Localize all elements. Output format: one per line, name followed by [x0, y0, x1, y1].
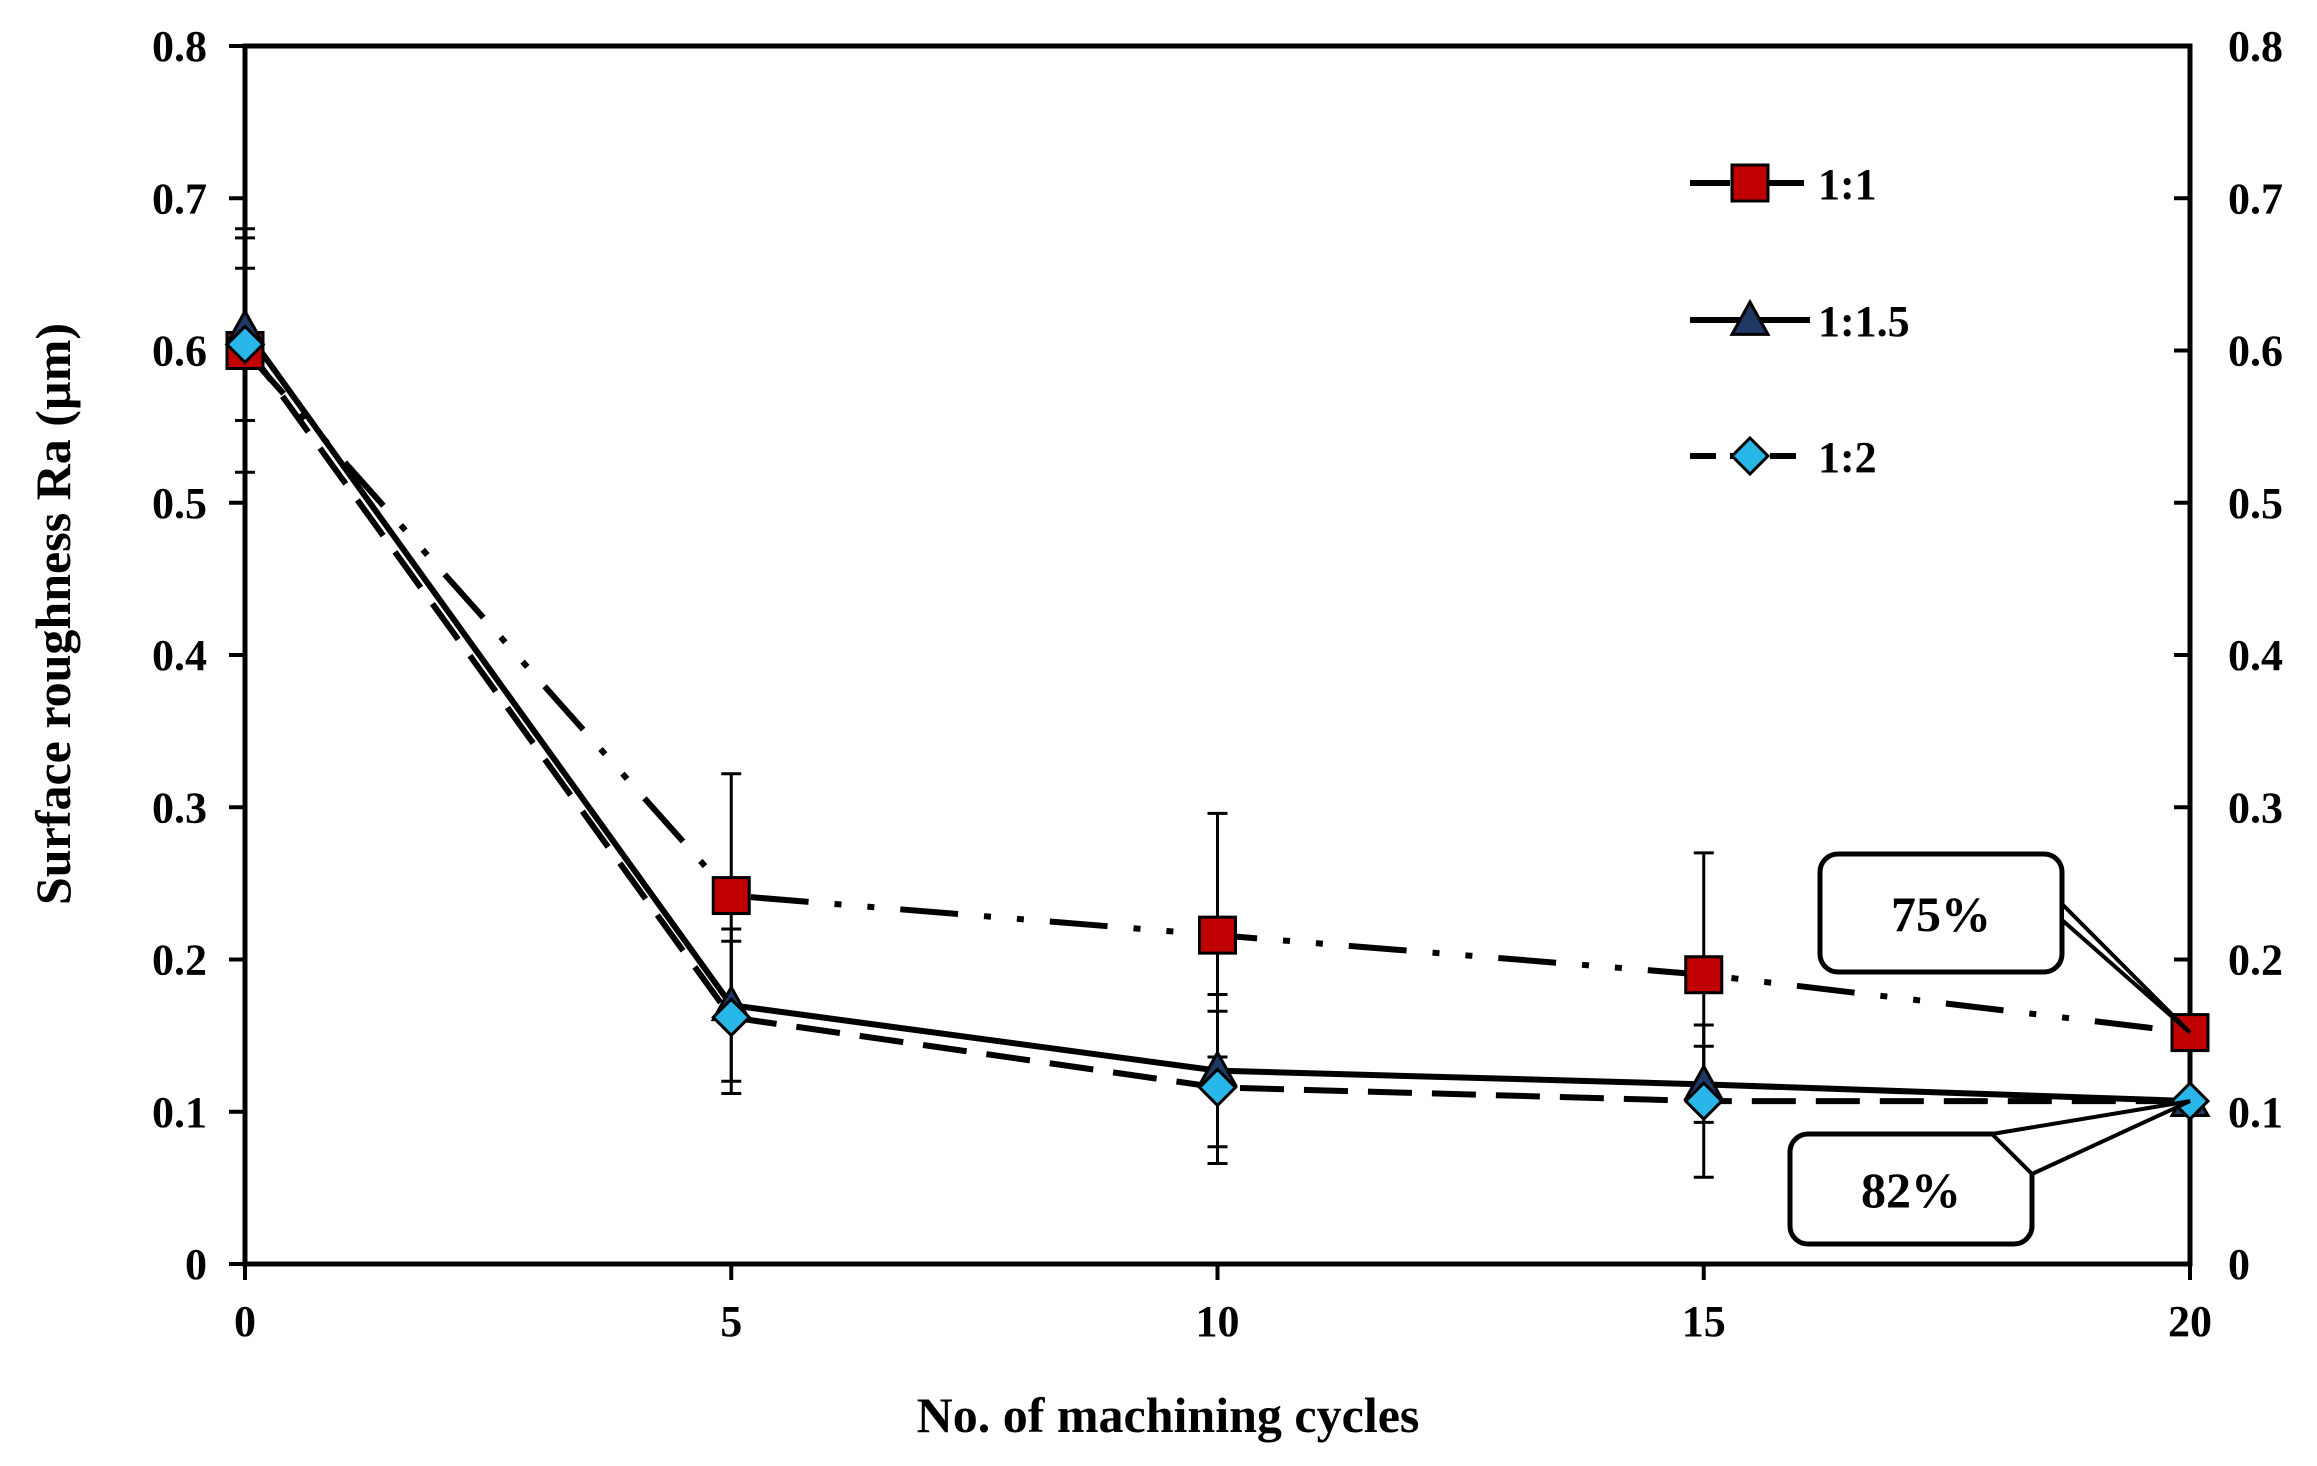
- data-point-1-1: [711, 876, 751, 916]
- y-tick-label: 0: [185, 1240, 207, 1289]
- y2-tick-label: 0.8: [2228, 22, 2283, 71]
- y-tick-label: 0.1: [152, 1088, 207, 1137]
- legend: 1:1 1:1.5 1:2: [1690, 160, 1910, 482]
- x-axis-title: No. of machining cycles: [917, 1387, 1420, 1443]
- legend-marker-1-1: [1730, 163, 1770, 203]
- data-point-1-2: [1683, 1080, 1724, 1122]
- y-tick-label: 0.7: [152, 174, 207, 223]
- data-point-1-1: [1198, 915, 1237, 955]
- callouts: 75% 82%: [1787, 851, 2192, 1247]
- y-tick-label: 0.4: [152, 631, 207, 680]
- series-markers: [224, 308, 2211, 1122]
- data-point-1-2: [711, 997, 752, 1038]
- callout-box: [1787, 1131, 2035, 1247]
- legend-label: 1:1.5: [1818, 297, 1910, 346]
- y-tick-label: 0.5: [152, 479, 207, 528]
- y2-tick-label: 0.7: [2228, 174, 2283, 223]
- y-tick-label: 0.6: [152, 327, 207, 376]
- data-point-1-1: [1684, 955, 1724, 995]
- y2-tick-label: 0.2: [2228, 936, 2283, 985]
- x-tick-label: 15: [1682, 1297, 1726, 1346]
- callout-pointer: [2060, 899, 2192, 1035]
- tick-labels: 0 00.1 0.10.2 0.20.3 0.30.4 0.40.5 0.50.6 0.60.…: [152, 22, 2283, 1346]
- y2-tick-label: 0.1: [2228, 1088, 2283, 1137]
- y2-tick-label: 0.4: [2228, 631, 2283, 680]
- legend-marker-1-2: [1729, 435, 1771, 477]
- x-tick-label: 10: [1196, 1297, 1240, 1346]
- y-axis-title: Surface roughness Ra (µm): [25, 323, 81, 905]
- y-tick-label: 0.3: [152, 783, 207, 832]
- y2-tick-label: 0.5: [2228, 479, 2283, 528]
- data-point-1-2: [224, 324, 266, 365]
- x-tick-label: 0: [234, 1297, 256, 1346]
- callout-pointer: [1987, 1099, 2191, 1177]
- y-tick-label: 0.8: [152, 22, 207, 71]
- data-point-1-2: [1197, 1067, 1238, 1108]
- callout-label: 82%: [1861, 1162, 1961, 1218]
- data-point-1-1: [2170, 1013, 2210, 1053]
- legend-label: 1:1: [1818, 160, 1877, 209]
- y2-tick-label: 0.6: [2228, 327, 2283, 376]
- y-tick-label: 0.2: [152, 936, 207, 985]
- legend-label: 1:2: [1818, 433, 1877, 482]
- x-tick-label: 5: [720, 1297, 742, 1346]
- y2-tick-label: 0: [2228, 1240, 2250, 1289]
- y2-tick-label: 0.3: [2228, 783, 2283, 832]
- legend-marker-1-1.5: [1729, 298, 1771, 336]
- callout-label: 75%: [1891, 886, 1991, 942]
- x-tick-label: 20: [2168, 1297, 2212, 1346]
